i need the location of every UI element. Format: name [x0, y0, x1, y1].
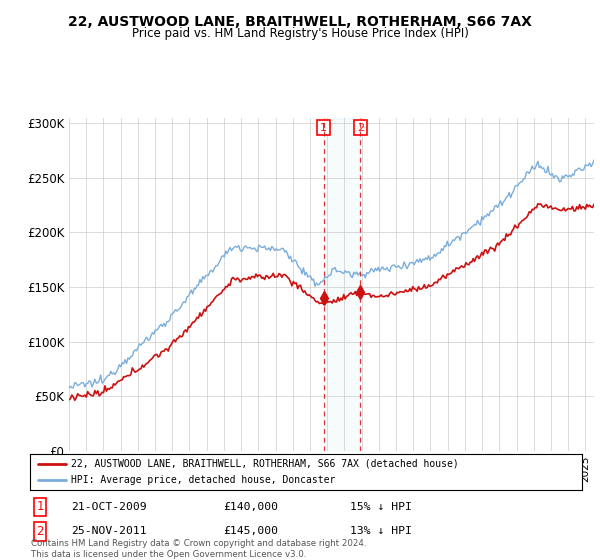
Bar: [324, 118, 360, 451]
Text: 25-NOV-2011: 25-NOV-2011: [71, 526, 147, 536]
Text: 2: 2: [356, 123, 364, 133]
Text: £140,000: £140,000: [223, 502, 278, 512]
Text: 2: 2: [36, 525, 44, 538]
Text: HPI: Average price, detached house, Doncaster: HPI: Average price, detached house, Donc…: [71, 475, 336, 485]
Text: 15% ↓ HPI: 15% ↓ HPI: [350, 502, 412, 512]
Text: 1: 1: [320, 123, 327, 133]
Text: 1: 1: [36, 501, 44, 514]
Text: 22, AUSTWOOD LANE, BRAITHWELL, ROTHERHAM, S66 7AX: 22, AUSTWOOD LANE, BRAITHWELL, ROTHERHAM…: [68, 15, 532, 29]
Text: Contains HM Land Registry data © Crown copyright and database right 2024.
This d: Contains HM Land Registry data © Crown c…: [31, 539, 367, 559]
Text: 13% ↓ HPI: 13% ↓ HPI: [350, 526, 412, 536]
Text: £145,000: £145,000: [223, 526, 278, 536]
Text: 21-OCT-2009: 21-OCT-2009: [71, 502, 147, 512]
Text: 22, AUSTWOOD LANE, BRAITHWELL, ROTHERHAM, S66 7AX (detached house): 22, AUSTWOOD LANE, BRAITHWELL, ROTHERHAM…: [71, 459, 459, 469]
Text: Price paid vs. HM Land Registry's House Price Index (HPI): Price paid vs. HM Land Registry's House …: [131, 27, 469, 40]
